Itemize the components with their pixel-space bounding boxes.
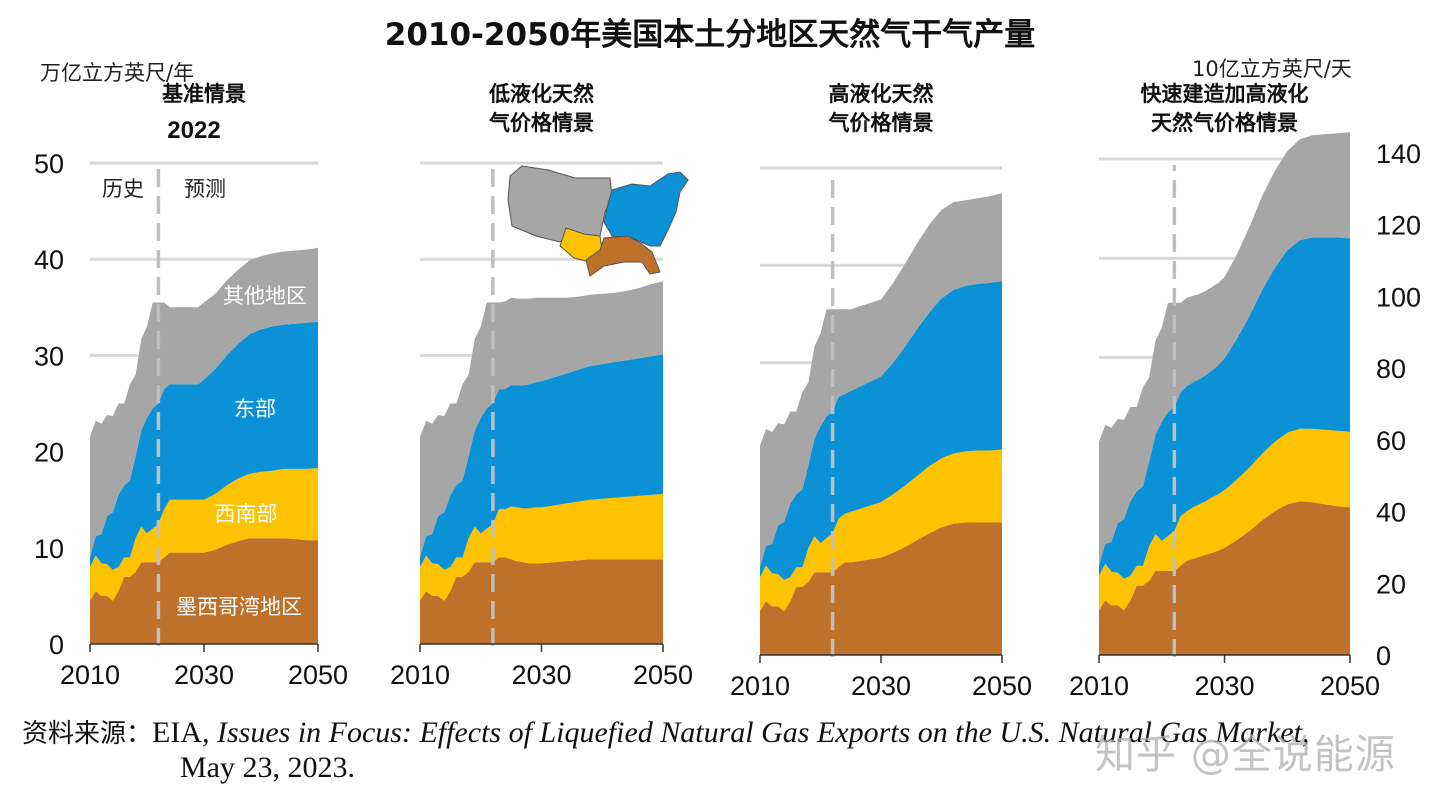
area-other (1099, 132, 1350, 566)
y-tick-label: 0 (49, 630, 64, 660)
area-gulf (1099, 501, 1350, 655)
x-tick-label: 2050 (633, 660, 693, 690)
y-tick-label: 20 (34, 438, 64, 468)
region-label-other: 其他地区 (223, 284, 307, 308)
source-tail: , (1301, 716, 1310, 749)
x-tick-label: 2030 (511, 660, 571, 690)
area-gulf (90, 538, 318, 644)
map-region-east (603, 171, 689, 247)
area-southwest (1099, 428, 1350, 611)
area-east (420, 354, 663, 570)
area-other (420, 281, 663, 558)
us-region-map-icon (507, 165, 689, 277)
y-tick-label: 10 (34, 534, 64, 564)
region-label-east: 东部 (234, 397, 276, 421)
area-east (1099, 237, 1350, 579)
right-y-tick-label: 80 (1376, 354, 1406, 384)
x-tick-label: 2050 (972, 671, 1032, 701)
panel-title: 天然气价格情景 (1151, 111, 1298, 135)
right-y-tick-label: 140 (1376, 139, 1421, 169)
panel-subtitle: 2022 (167, 117, 220, 144)
chart-title: 2010-2050年美国本土分地区天然气干气产量 (385, 17, 1035, 53)
region-label-gulf: 墨西哥湾地区 (176, 595, 302, 619)
x-tick-label: 2050 (288, 660, 348, 690)
x-tick-label: 2010 (1069, 671, 1129, 701)
y-tick-label: 50 (34, 149, 64, 179)
chart-figure: 2010-2050年美国本土分地区天然气干气产量 万亿立方英尺/年 10亿立方英… (34, 17, 1421, 701)
x-tick-label: 2030 (851, 671, 911, 701)
x-tick-label: 2010 (730, 671, 790, 701)
area-other (90, 247, 318, 558)
source-date: May 23, 2023. (180, 751, 355, 784)
area-southwest (90, 468, 318, 601)
map-region-other (507, 165, 613, 243)
panel-title: 低液化天然 (488, 82, 594, 106)
right-y-tick-label: 40 (1376, 498, 1406, 528)
y-tick-label: 30 (34, 341, 64, 371)
area-gulf (420, 557, 663, 644)
right-y-tick-label: 20 (1376, 569, 1406, 599)
area-southwest (420, 493, 663, 601)
forecast-label: 预测 (184, 177, 226, 201)
right-y-tick-label: 60 (1376, 426, 1406, 456)
source-org: EIA, (152, 716, 217, 749)
left-axis-unit: 万亿立方英尺/年 (40, 61, 194, 85)
right-y-tick-label: 0 (1376, 641, 1391, 671)
x-tick-label: 2030 (1194, 671, 1254, 701)
panel-title: 气价格情景 (488, 111, 594, 135)
panel-title: 气价格情景 (828, 111, 934, 135)
x-tick-label: 2010 (390, 660, 450, 690)
y-tick-label: 40 (34, 245, 64, 275)
map-region-gulf (585, 235, 661, 277)
panel-title: 基准情景 (162, 82, 246, 106)
area-east (90, 321, 318, 570)
source-label: 资料来源： (22, 719, 153, 749)
x-tick-label: 2030 (174, 660, 234, 690)
x-tick-label: 2050 (1320, 671, 1380, 701)
panel-title: 高液化天然 (829, 82, 934, 106)
x-tick-label: 2010 (60, 660, 120, 690)
right-axis-unit: 10亿立方英尺/天 (1192, 57, 1352, 81)
source-title: Issues in Focus: Effects of Liquefied Na… (217, 716, 1302, 749)
area-southwest (760, 449, 1002, 612)
right-y-tick-label: 120 (1376, 211, 1421, 241)
region-label-southwest: 西南部 (215, 502, 278, 526)
right-y-tick-label: 100 (1376, 282, 1421, 312)
area-east (760, 281, 1002, 580)
watermark: 知乎 @全说能源 (1095, 732, 1396, 778)
source-note: 资料来源：EIA, Issues in Focus: Effects of Li… (22, 716, 1422, 784)
panel-title: 快速建造加高液化 (1141, 82, 1309, 106)
area-gulf (760, 522, 1002, 655)
history-label: 历史 (102, 177, 144, 201)
area-other (760, 193, 1002, 568)
